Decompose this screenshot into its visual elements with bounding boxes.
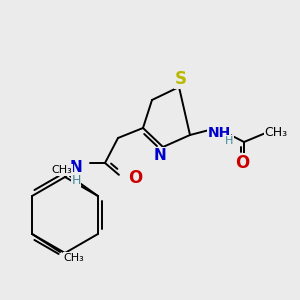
Text: N: N [70, 160, 83, 175]
Text: H: H [225, 136, 233, 146]
Text: N: N [154, 148, 166, 163]
Text: NH: NH [207, 126, 231, 140]
Text: H: H [71, 175, 81, 188]
Text: CH₃: CH₃ [52, 165, 72, 175]
Text: CH₃: CH₃ [264, 125, 288, 139]
Text: O: O [128, 169, 142, 187]
Text: CH₃: CH₃ [64, 253, 85, 263]
Text: O: O [235, 154, 249, 172]
Text: S: S [175, 70, 187, 88]
